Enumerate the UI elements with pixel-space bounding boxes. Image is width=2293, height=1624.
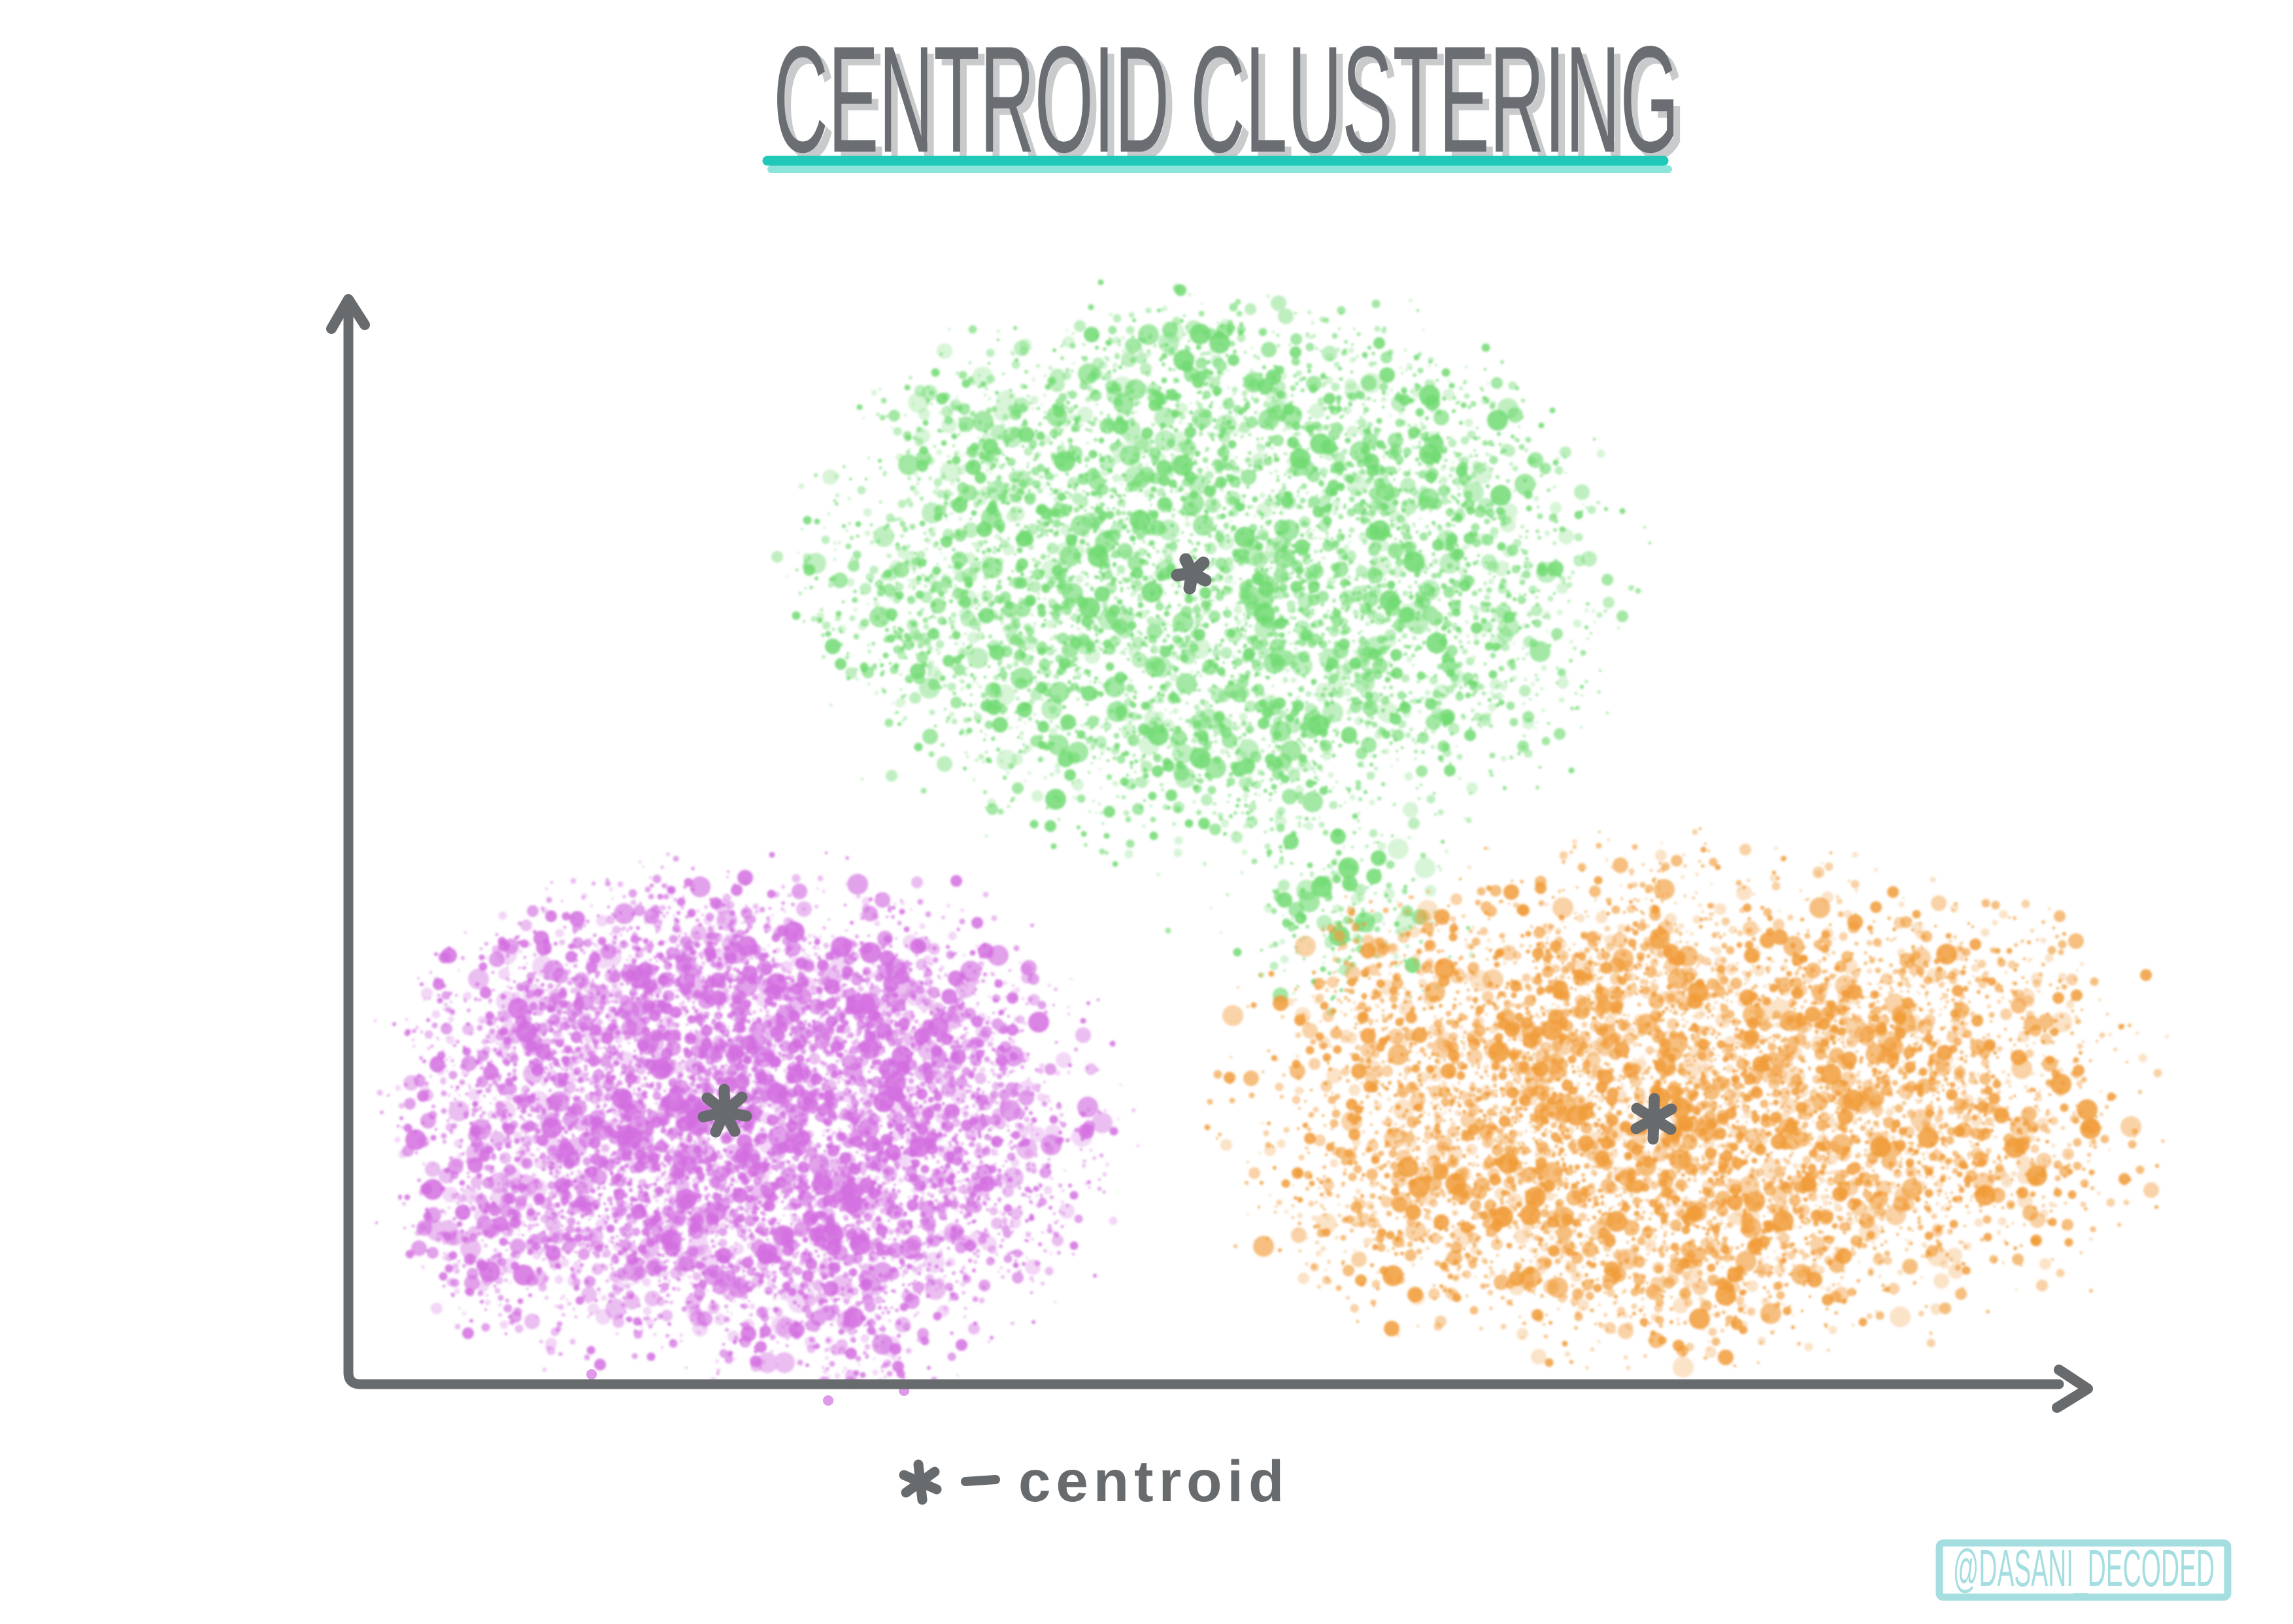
svg-text:CENTROID CLUSTERING: CENTROID CLUSTERING [773, 14, 1679, 184]
svg-text:@DASANI_DECODED: @DASANI_DECODED [1953, 1540, 2215, 1598]
svg-text:centroid: centroid [1018, 1448, 1289, 1514]
